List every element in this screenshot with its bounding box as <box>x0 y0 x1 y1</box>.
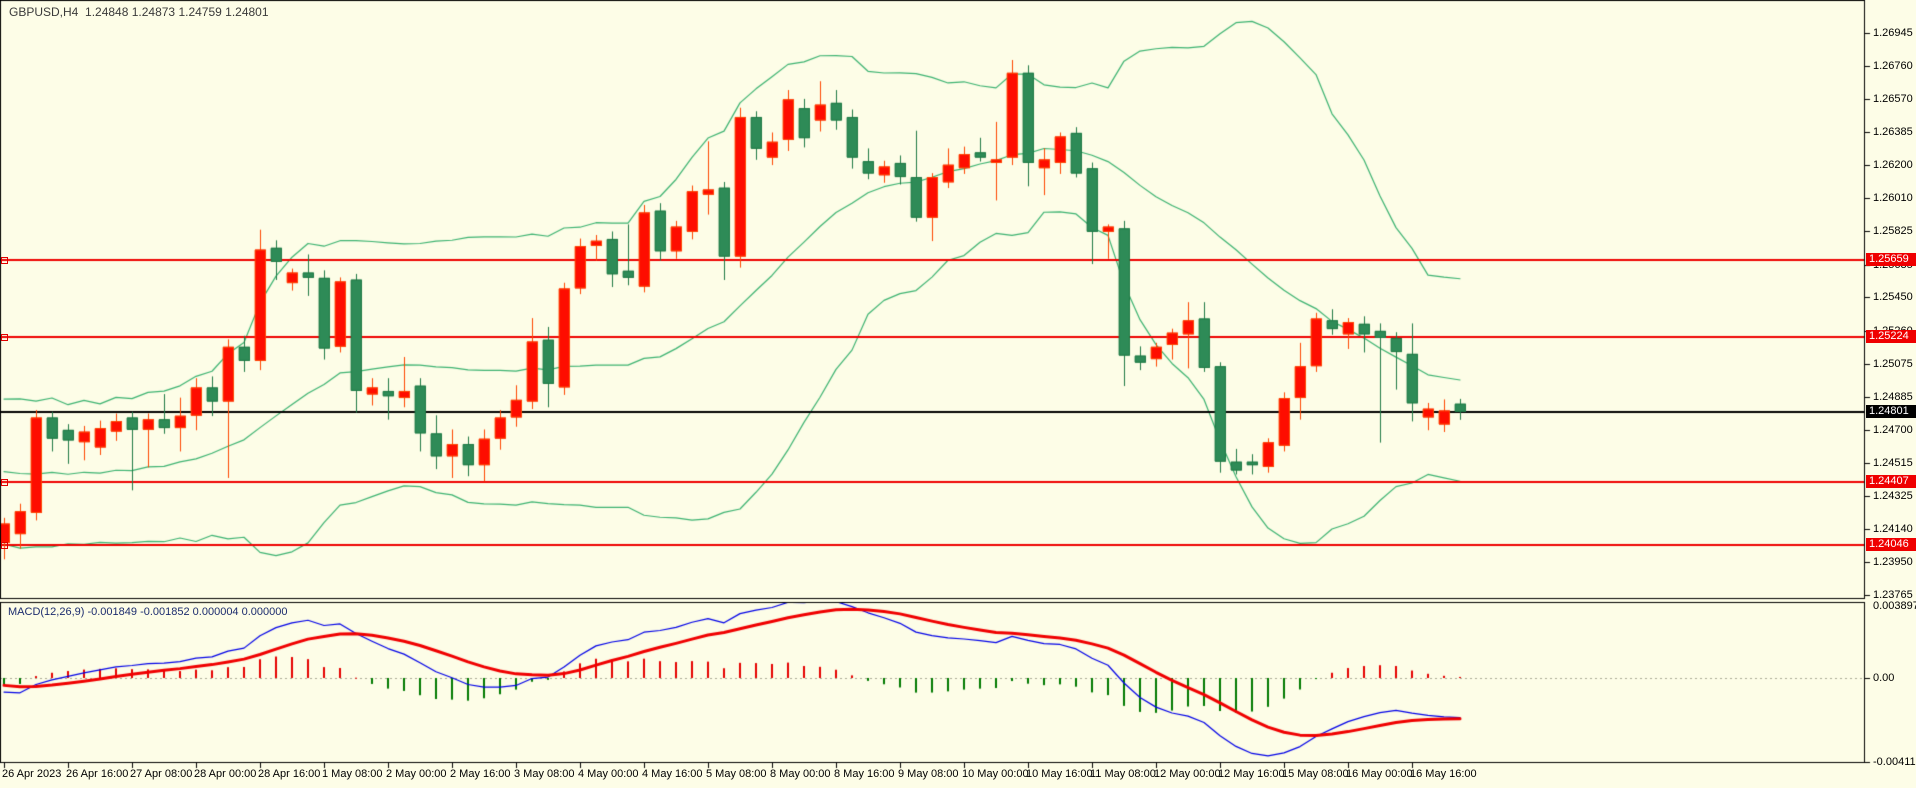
price-tick-label: 1.24515 <box>1873 456 1913 469</box>
time-tick-label: 1 May 08:00 <box>322 768 383 780</box>
price-tick-label: 1.23765 <box>1873 589 1913 602</box>
symbol-ohlc-label: GBPUSD,H4 1.24848 1.24873 1.24759 1.2480… <box>9 5 269 19</box>
hline-price-tag: 1.24046 <box>1866 538 1916 552</box>
hline-handle[interactable] <box>1 257 8 265</box>
time-tick-label: 15 May 08:00 <box>1282 768 1349 780</box>
current-price-tag: 1.24801 <box>1866 405 1916 418</box>
time-tick-label: 26 Apr 16:00 <box>66 768 129 780</box>
time-tick-label: 2 May 16:00 <box>450 768 511 780</box>
hline-price-tag: 1.25659 <box>1866 253 1916 267</box>
macd-axis-label: 0.003897 <box>1873 600 1916 612</box>
time-tick-label: 4 May 16:00 <box>642 768 703 780</box>
time-tick-label: 8 May 00:00 <box>770 768 831 780</box>
price-tick-label: 1.24885 <box>1873 391 1913 404</box>
hline-price-tag: 1.24407 <box>1866 474 1916 488</box>
time-tick-label: 9 May 08:00 <box>898 768 959 780</box>
price-tick-label: 1.26385 <box>1873 125 1913 138</box>
hline-handle[interactable] <box>1 542 8 550</box>
price-tick-label: 1.24700 <box>1873 423 1913 436</box>
time-tick-label: 12 May 16:00 <box>1218 768 1285 780</box>
macd-axis-label: 0.00 <box>1873 672 1895 684</box>
time-tick-label: 16 May 16:00 <box>1410 768 1477 780</box>
price-tick-label: 1.26570 <box>1873 93 1913 106</box>
time-tick-label: 8 May 16:00 <box>834 768 895 780</box>
time-tick-label: 28 Apr 16:00 <box>258 768 321 780</box>
time-tick-label: 2 May 00:00 <box>386 768 447 780</box>
time-tick-label: 10 May 16:00 <box>1026 768 1093 780</box>
time-tick-label: 5 May 08:00 <box>706 768 767 780</box>
macd-indicator-label: MACD(12,26,9) -0.001849 -0.001852 0.0000… <box>8 606 288 618</box>
price-tick-label: 1.25825 <box>1873 224 1913 237</box>
price-tick-label: 1.24325 <box>1873 490 1913 503</box>
time-tick-label: 28 Apr 00:00 <box>194 768 257 780</box>
price-tick-label: 1.24140 <box>1873 522 1913 535</box>
time-tick-label: 10 May 00:00 <box>962 768 1029 780</box>
time-tick-label: 4 May 00:00 <box>578 768 639 780</box>
price-tick-label: 1.25075 <box>1873 357 1913 370</box>
price-tick-label: 1.26945 <box>1873 27 1913 39</box>
price-tick-label: 1.23950 <box>1873 556 1913 569</box>
hline-handle[interactable] <box>1 478 8 486</box>
hline-price-tag: 1.25224 <box>1866 330 1916 344</box>
time-tick-label: 16 May 00:00 <box>1346 768 1413 780</box>
price-tick-label: 1.26200 <box>1873 158 1913 171</box>
price-tick-label: 1.25450 <box>1873 291 1913 304</box>
time-tick-label: 26 Apr 2023 <box>2 768 62 780</box>
time-tick-label: 3 May 08:00 <box>514 768 575 780</box>
time-tick-label: 11 May 08:00 <box>1090 768 1156 780</box>
price-tick-label: 1.26010 <box>1873 192 1913 205</box>
time-tick-label: 12 May 00:00 <box>1154 768 1221 780</box>
macd-axis-label: -0.004119 <box>1873 755 1916 768</box>
hline-handle[interactable] <box>1 334 8 342</box>
time-tick-label: 27 Apr 08:00 <box>130 768 193 780</box>
price-tick-label: 1.26760 <box>1873 59 1913 72</box>
